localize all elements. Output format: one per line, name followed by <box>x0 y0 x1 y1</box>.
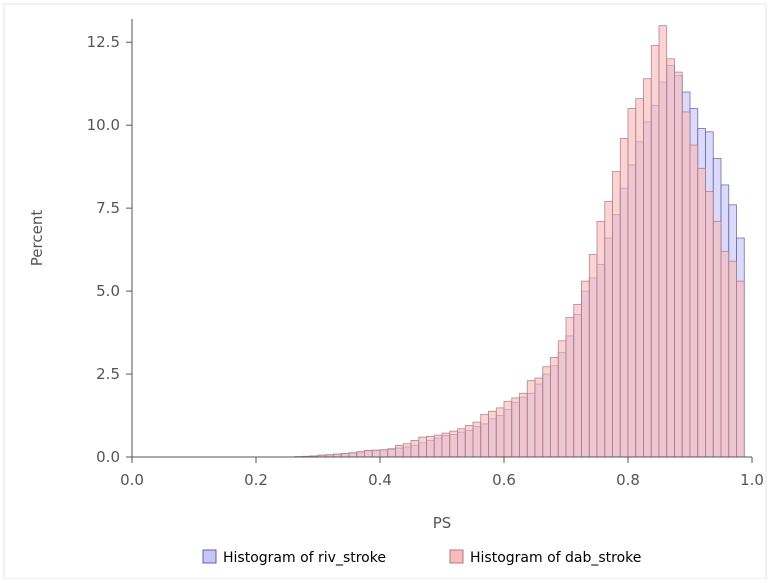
y-tick-label: 12.5 <box>87 33 120 51</box>
legend-swatch <box>450 550 463 563</box>
bar-dab-stroke <box>419 437 427 457</box>
bar-dab-stroke <box>706 192 714 457</box>
bar-dab-stroke <box>504 401 512 457</box>
bar-dab-stroke <box>357 452 365 457</box>
bar-dab-stroke <box>729 261 737 457</box>
bar-dab-stroke <box>396 445 404 457</box>
bar-dab-stroke <box>427 436 435 457</box>
bar-dab-stroke <box>434 435 442 457</box>
bar-dab-stroke <box>380 450 388 457</box>
bar-dab-stroke <box>737 281 745 457</box>
x-tick-label: 0.6 <box>492 471 516 489</box>
bar-dab-stroke <box>372 450 380 457</box>
bar-dab-stroke <box>613 172 621 457</box>
bar-dab-stroke <box>698 168 706 457</box>
legend-label: Histogram of riv_stroke <box>223 550 386 566</box>
bar-dab-stroke <box>574 304 582 457</box>
legend-item-dab-stroke: Histogram of dab_stroke <box>450 550 641 566</box>
bar-dab-stroke <box>667 59 675 457</box>
bar-dab-stroke <box>628 109 636 457</box>
bar-dab-stroke <box>551 357 559 457</box>
y-tick-label: 10.0 <box>87 116 120 134</box>
bar-dab-stroke <box>341 453 349 457</box>
bar-dab-stroke <box>675 72 683 457</box>
bar-dab-stroke <box>597 221 605 457</box>
legend-swatch <box>203 550 216 563</box>
bar-dab-stroke <box>582 281 590 457</box>
bar-dab-stroke <box>527 381 535 457</box>
bar-dab-stroke <box>388 449 396 457</box>
bar-dab-stroke <box>589 255 597 457</box>
y-tick-label: 7.5 <box>96 199 120 217</box>
x-tick-label: 0.0 <box>120 471 144 489</box>
bar-dab-stroke <box>458 429 466 457</box>
y-axis-label: Percent <box>28 210 46 267</box>
bar-dab-stroke <box>558 341 566 457</box>
bar-dab-stroke <box>520 393 528 457</box>
bar-dab-stroke <box>496 408 504 457</box>
bar-dab-stroke <box>349 453 357 457</box>
bar-dab-stroke <box>481 415 489 457</box>
bar-dab-stroke <box>473 422 481 457</box>
x-axis-label: PS <box>433 514 452 532</box>
bar-dab-stroke <box>659 26 667 457</box>
bar-dab-stroke <box>365 450 373 457</box>
bar-dab-stroke <box>403 444 411 457</box>
bar-dab-stroke <box>636 99 644 457</box>
bar-dab-stroke <box>543 367 551 457</box>
x-tick-label: 0.2 <box>244 471 268 489</box>
bar-dab-stroke <box>620 138 628 457</box>
bar-dab-stroke <box>465 425 473 457</box>
bar-dab-stroke <box>651 46 659 457</box>
legend-label: Histogram of dab_stroke <box>470 550 641 566</box>
bar-dab-stroke <box>411 440 419 457</box>
bar-dab-stroke <box>682 112 690 457</box>
y-tick-label: 0.0 <box>96 448 120 466</box>
x-tick-label: 1.0 <box>740 471 764 489</box>
y-tick-label: 2.5 <box>96 365 120 383</box>
bar-dab-stroke <box>644 79 652 457</box>
y-tick-label: 5.0 <box>96 282 120 300</box>
legend-item-riv-stroke: Histogram of riv_stroke <box>203 550 386 566</box>
x-tick-label: 0.8 <box>616 471 640 489</box>
bar-dab-stroke <box>489 411 497 457</box>
bar-dab-stroke <box>713 221 721 457</box>
bar-dab-stroke <box>690 145 698 457</box>
bar-dab-stroke <box>566 318 574 457</box>
x-tick-label: 0.4 <box>368 471 392 489</box>
bar-dab-stroke <box>442 433 450 457</box>
bar-dab-stroke <box>512 398 520 457</box>
bar-dab-stroke <box>721 251 729 457</box>
bar-dab-stroke <box>535 378 543 457</box>
bar-dab-stroke <box>605 202 613 458</box>
bar-dab-stroke <box>450 431 458 457</box>
